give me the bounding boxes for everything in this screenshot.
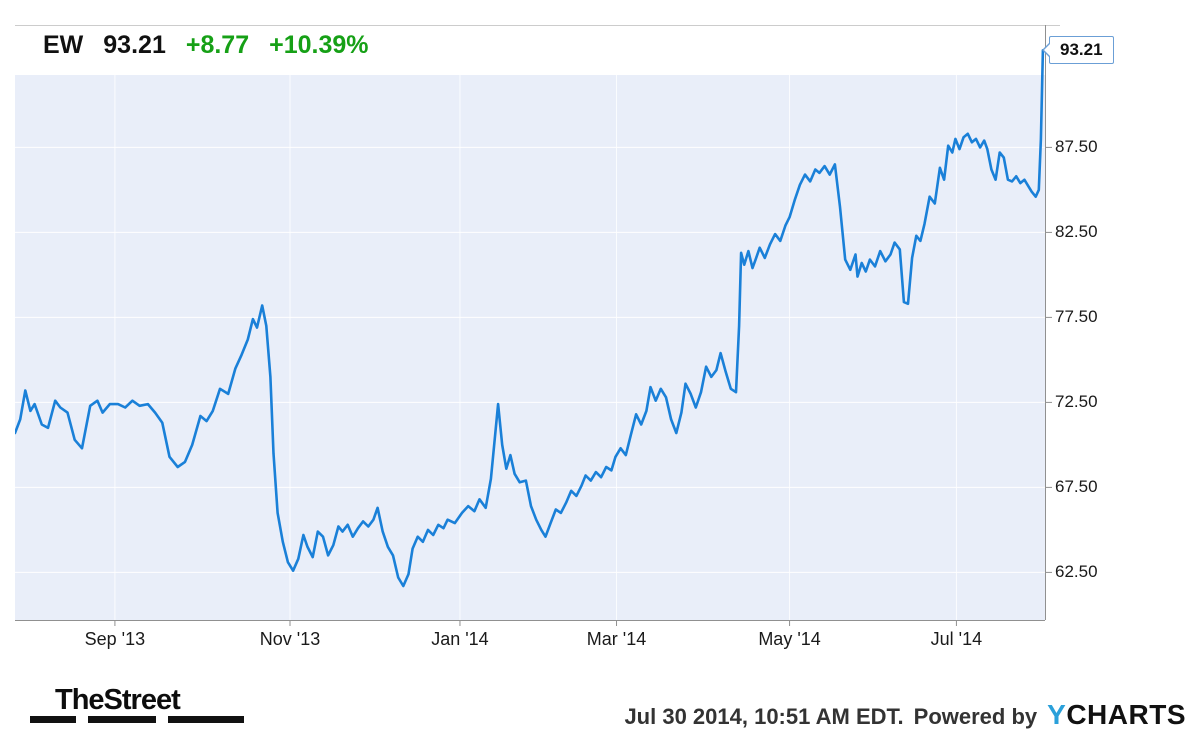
thestreet-logo-underline: [30, 716, 244, 723]
y-axis-label: 62.50: [1055, 562, 1098, 582]
y-axis-label: 72.50: [1055, 392, 1098, 412]
logo-bar: [168, 716, 244, 723]
chart-timestamp: Jul 30 2014, 10:51 AM EDT.: [624, 704, 904, 729]
plot-background: [15, 75, 1045, 620]
y-axis-label: 82.50: [1055, 222, 1098, 242]
x-axis-label: Sep '13: [84, 629, 146, 649]
last-price-flag: 93.21: [1042, 36, 1114, 65]
ycharts-logo-y: Y: [1047, 699, 1067, 730]
price-line: [15, 48, 1045, 588]
x-axis-label: Jul '14: [930, 629, 983, 649]
price-change: +8.77: [185, 31, 250, 59]
ycharts-logo-rest: CHARTS: [1066, 699, 1186, 730]
price-change-percent: +10.39%: [269, 31, 369, 59]
price-chart: EW 93.21 +8.77 +10.39% 87.50 82.50 77.50 72…: [15, 25, 1114, 649]
last-price: 93.21: [103, 31, 166, 59]
logo-bar: [30, 716, 76, 723]
x-axis-label: May '14: [758, 629, 821, 649]
powered-by-label: Powered by: [913, 704, 1038, 729]
y-axis-label: 67.50: [1055, 477, 1098, 497]
quote-header: EW 93.21 +8.77 +10.39%: [43, 31, 369, 60]
y-axis-label: 87.50: [1055, 137, 1098, 157]
ycharts-logo: YCHARTS: [1047, 699, 1186, 731]
logo-bar: [88, 716, 156, 723]
chart-attribution: Jul 30 2014, 10:51 AM EDT. Powered by YC…: [624, 699, 1186, 731]
chart-canvas: [15, 25, 1060, 626]
x-axis-label: Nov '13: [259, 629, 321, 649]
ticker-symbol: EW: [43, 31, 84, 59]
y-axis-label: 77.50: [1055, 307, 1098, 327]
x-axis-label: Jan '14: [431, 629, 489, 649]
thestreet-logo: TheStreet: [55, 684, 181, 716]
x-axis-label: Mar '14: [586, 629, 647, 649]
